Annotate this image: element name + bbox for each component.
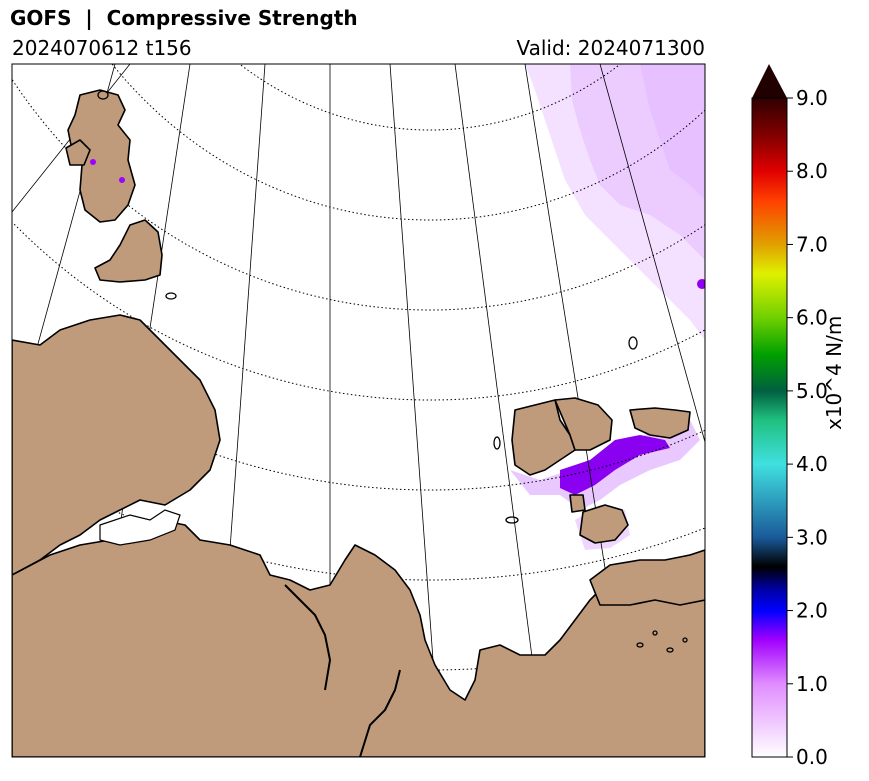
colorbar-tick-label: 7.0 bbox=[796, 232, 828, 256]
colorbar-tick-label: 6.0 bbox=[796, 306, 828, 330]
ice-spot-svalbard bbox=[90, 159, 96, 165]
island-taymyr-tip bbox=[569, 494, 586, 513]
colorbar-tick-label: 2.0 bbox=[796, 599, 828, 623]
white-sea bbox=[99, 509, 181, 546]
ice-spot-svalbard-2 bbox=[119, 177, 125, 183]
map-frame bbox=[11, 63, 706, 758]
rivers bbox=[284, 584, 401, 757]
colorbar-tick-label: 0.0 bbox=[796, 745, 828, 769]
land-taymyr bbox=[589, 549, 705, 606]
island-south-small bbox=[579, 504, 629, 544]
colorbar-gradient bbox=[751, 97, 788, 758]
valid-time: Valid: 2024071300 bbox=[516, 36, 705, 60]
ice-field-northeast-inner bbox=[640, 64, 705, 200]
colorbar-tick-label: 4.0 bbox=[796, 452, 828, 476]
graticule-parallels bbox=[12, 64, 705, 671]
run-time: 2024070612 t156 bbox=[12, 36, 192, 60]
island-franz-east bbox=[629, 407, 691, 439]
colorbar-label: x10^4 N/m bbox=[822, 315, 846, 430]
island-novaya-north bbox=[94, 219, 163, 283]
island-svalbard-south bbox=[65, 139, 91, 166]
ice-core-islands bbox=[560, 435, 670, 495]
colorbar-tick-label: 3.0 bbox=[796, 525, 828, 549]
island-severnaya-east bbox=[554, 397, 613, 451]
land-kola bbox=[12, 314, 221, 576]
colorbar-tick-label: 5.0 bbox=[796, 379, 828, 403]
colorbar-tick-label: 8.0 bbox=[796, 159, 828, 183]
colorbar-extend-arrow bbox=[752, 64, 787, 98]
map-title: GOFS | Compressive Strength bbox=[10, 6, 358, 30]
island-severnaya-west bbox=[511, 399, 576, 476]
colorbar-tick-label: 9.0 bbox=[796, 86, 828, 110]
ice-spot-east bbox=[697, 279, 705, 289]
colorbar-tick-label: 1.0 bbox=[796, 672, 828, 696]
small-islands bbox=[97, 90, 688, 653]
